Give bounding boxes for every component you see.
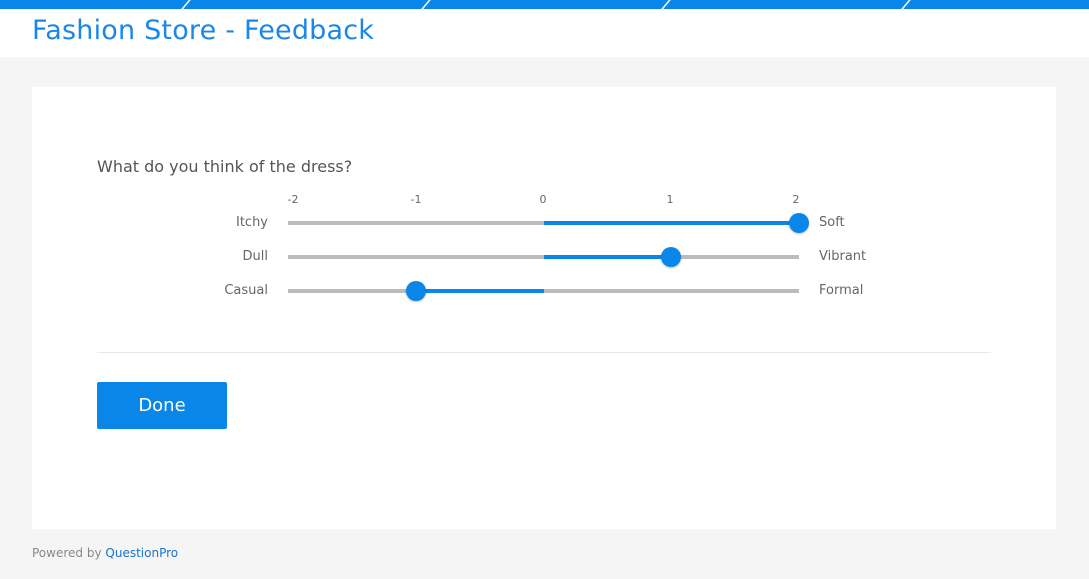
left-label: Dull: [242, 249, 268, 264]
slider-thumb[interactable]: [789, 213, 809, 233]
done-button[interactable]: Done: [97, 382, 227, 429]
slider-row-casual-formal: Casual Formal: [32, 281, 1056, 301]
right-label: Soft: [819, 215, 845, 230]
survey-card: What do you think of the dress? -2 -1 0 …: [32, 87, 1056, 529]
slider-thumb[interactable]: [661, 247, 682, 267]
question-text: What do you think of the dress?: [97, 157, 353, 176]
questionpro-link[interactable]: QuestionPro: [105, 546, 179, 560]
right-label: Vibrant: [819, 249, 867, 264]
left-label: Itchy: [235, 215, 268, 230]
bar-divider: [421, 0, 431, 9]
left-label: Casual: [224, 283, 268, 298]
slider-row-dull-vibrant: Dull Vibrant: [32, 247, 1056, 267]
top-accent-bar: [0, 0, 1089, 9]
slider-track[interactable]: [288, 213, 809, 233]
slider-row-itchy-soft: Itchy Soft: [32, 213, 1056, 233]
slider-fill: [415, 289, 544, 293]
slider-track[interactable]: [288, 281, 799, 301]
slider-fill: [543, 255, 672, 259]
slider-fill: [543, 221, 799, 225]
scale-tick: 1: [666, 193, 674, 206]
slider-thumb[interactable]: [405, 281, 426, 301]
header: Fashion Store - Feedback: [0, 9, 1089, 57]
divider: [97, 352, 991, 353]
right-label: Formal: [819, 283, 864, 298]
scale-tick: -2: [287, 193, 299, 206]
scale-tick: 2: [792, 193, 800, 206]
scale-tick: -1: [410, 193, 422, 206]
slider-track[interactable]: [288, 247, 799, 267]
page-title: Fashion Store - Feedback: [32, 15, 375, 46]
bar-divider: [181, 0, 191, 9]
bar-divider: [901, 0, 911, 9]
scale-tick: 0: [539, 193, 547, 206]
footer: Powered by QuestionPro: [32, 546, 178, 560]
bar-divider: [661, 0, 671, 9]
powered-by-text: Powered by: [32, 546, 102, 560]
